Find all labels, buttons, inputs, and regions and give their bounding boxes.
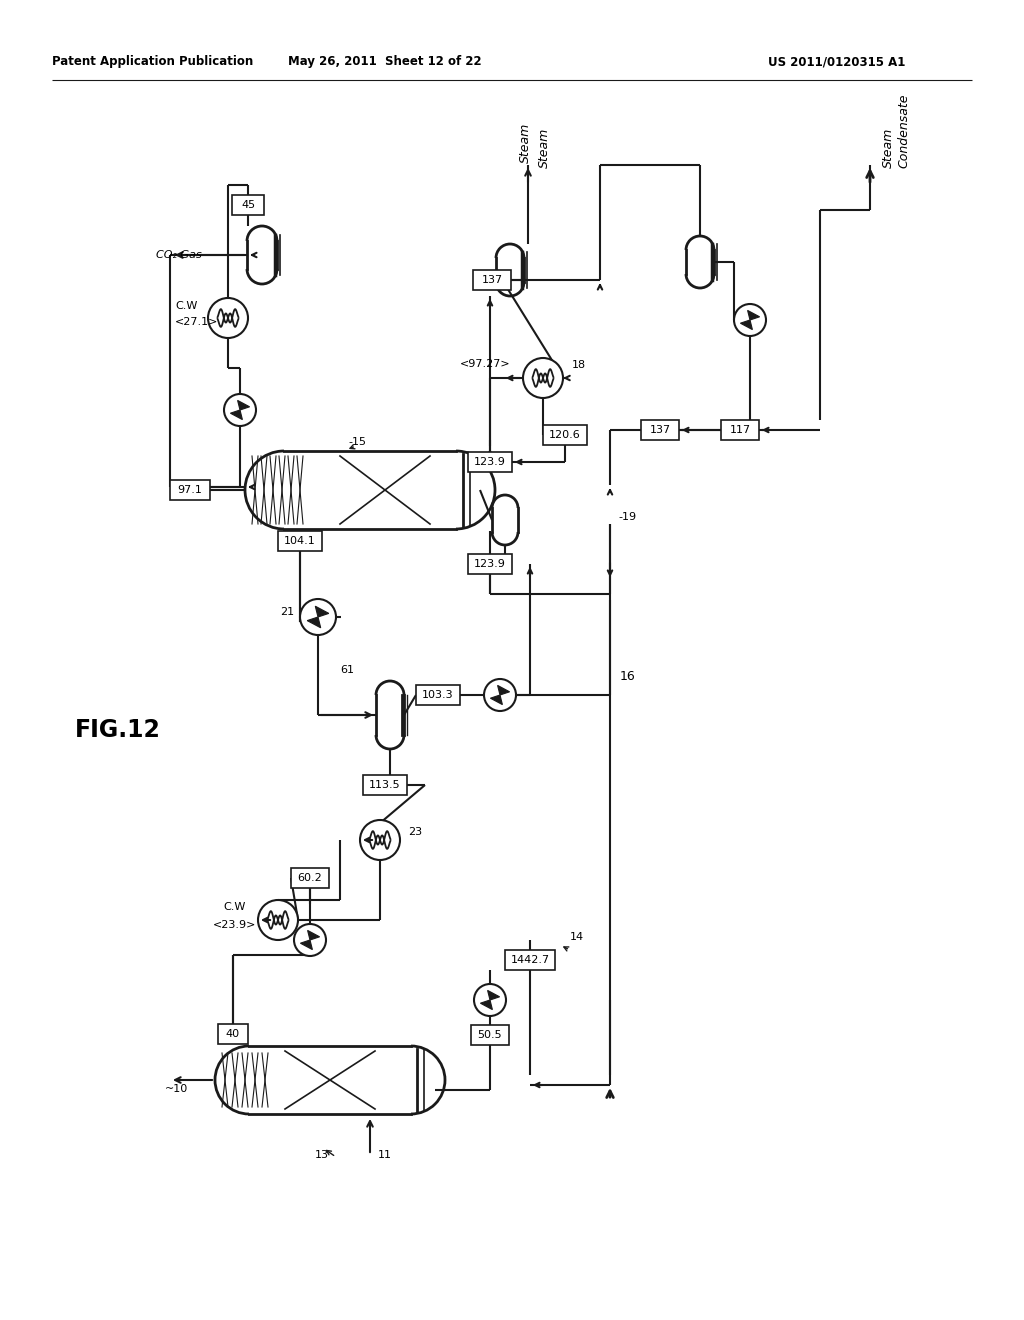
Text: 61: 61 [340, 665, 354, 675]
Text: 123.9: 123.9 [474, 558, 506, 569]
Text: C.W: C.W [175, 301, 198, 312]
Bar [641, 420, 679, 440]
Text: Steam
Condensate: Steam Condensate [882, 94, 910, 168]
Text: 123.9: 123.9 [474, 457, 506, 467]
Text: 18: 18 [572, 360, 586, 370]
Text: CO₂ Gas: CO₂ Gas [156, 249, 202, 260]
Bar [362, 775, 407, 795]
Circle shape [360, 820, 400, 861]
Bar [686, 249, 714, 275]
Circle shape [208, 298, 248, 338]
Text: 16: 16 [620, 671, 636, 682]
Polygon shape [315, 606, 329, 616]
Bar [496, 257, 524, 282]
Bar [170, 480, 210, 500]
Bar [471, 1026, 509, 1045]
Text: ~10: ~10 [165, 1084, 188, 1094]
Text: May 26, 2011  Sheet 12 of 22: May 26, 2011 Sheet 12 of 22 [288, 55, 482, 69]
Text: C.W: C.W [224, 902, 246, 912]
Polygon shape [487, 990, 500, 1001]
Text: Patent Application Publication: Patent Application Publication [52, 55, 253, 69]
Bar [247, 242, 278, 269]
Circle shape [484, 678, 516, 711]
Bar [492, 508, 518, 532]
Bar [416, 685, 460, 705]
Polygon shape [480, 1001, 493, 1010]
Text: <97.27>: <97.27> [460, 359, 511, 370]
Text: 60.2: 60.2 [298, 873, 323, 883]
Circle shape [734, 304, 766, 337]
Text: 104.1: 104.1 [284, 536, 315, 546]
Polygon shape [498, 685, 510, 696]
Bar [543, 425, 587, 445]
Text: 113.5: 113.5 [370, 780, 400, 789]
FancyBboxPatch shape [284, 451, 456, 529]
Text: 23: 23 [408, 828, 422, 837]
Text: 50.5: 50.5 [477, 1030, 503, 1040]
Circle shape [294, 924, 326, 956]
Bar [468, 451, 512, 473]
Bar [278, 531, 322, 550]
Text: 11: 11 [378, 1150, 392, 1160]
Polygon shape [490, 696, 503, 705]
Text: 45: 45 [241, 201, 255, 210]
Polygon shape [230, 411, 243, 420]
Polygon shape [300, 940, 312, 949]
Text: 137: 137 [649, 425, 671, 436]
Text: 120.6: 120.6 [549, 430, 581, 440]
Text: 21: 21 [280, 607, 294, 616]
Text: -15: -15 [348, 437, 366, 447]
Polygon shape [740, 319, 753, 330]
Circle shape [258, 900, 298, 940]
Text: 40: 40 [226, 1030, 240, 1039]
Text: US 2011/0120315 A1: US 2011/0120315 A1 [768, 55, 905, 69]
Polygon shape [238, 400, 250, 411]
Circle shape [224, 393, 256, 426]
Bar [505, 950, 555, 970]
Text: <27.1>: <27.1> [175, 317, 218, 327]
Polygon shape [307, 616, 321, 628]
Circle shape [300, 599, 336, 635]
Polygon shape [748, 310, 760, 319]
Text: 13: 13 [315, 1150, 329, 1160]
Bar [291, 869, 329, 888]
Bar [721, 420, 759, 440]
Bar [376, 696, 404, 735]
Text: Steam: Steam [538, 128, 551, 168]
Text: 137: 137 [481, 275, 503, 285]
Text: 14: 14 [570, 932, 584, 942]
Text: -19: -19 [618, 512, 636, 521]
Text: 103.3: 103.3 [422, 690, 454, 700]
Text: 117: 117 [729, 425, 751, 436]
Bar [473, 271, 511, 290]
FancyBboxPatch shape [249, 1045, 411, 1114]
Text: FIG.12: FIG.12 [75, 718, 161, 742]
Text: 1442.7: 1442.7 [510, 954, 550, 965]
Bar [232, 195, 264, 215]
Bar [468, 554, 512, 574]
Text: 97.1: 97.1 [177, 484, 203, 495]
Circle shape [474, 983, 506, 1016]
Circle shape [523, 358, 563, 399]
Bar [218, 1024, 248, 1044]
Text: <23.9>: <23.9> [213, 920, 257, 931]
Text: Steam: Steam [518, 123, 531, 162]
Polygon shape [307, 931, 319, 940]
